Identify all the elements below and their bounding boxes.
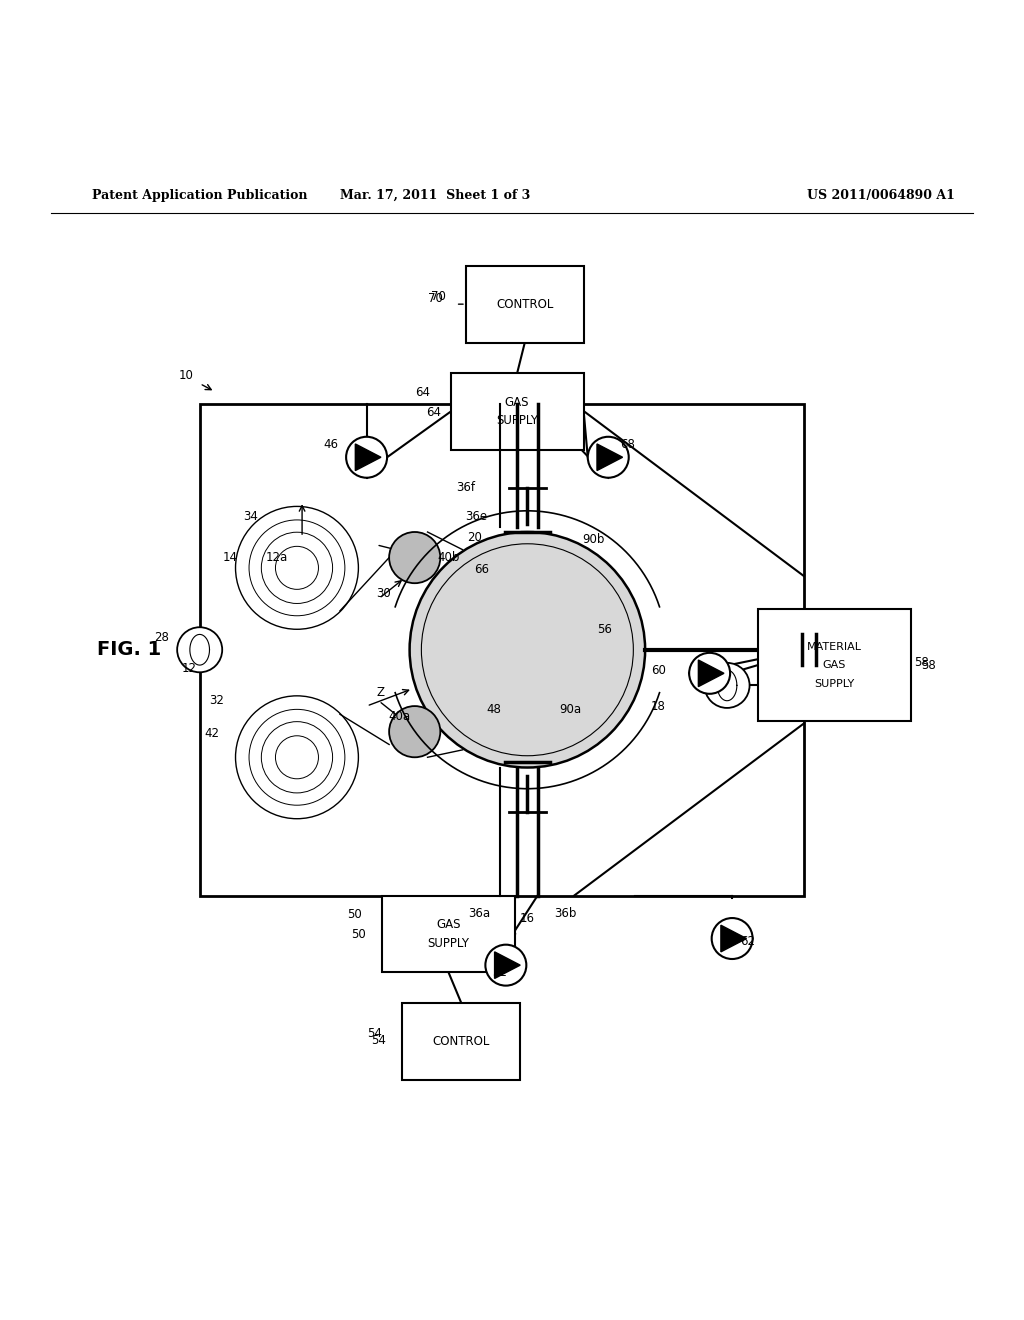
- Text: 64: 64: [415, 385, 430, 399]
- Text: 50: 50: [351, 928, 366, 941]
- Text: 62: 62: [740, 935, 755, 948]
- Text: CONTROL: CONTROL: [496, 297, 554, 310]
- Text: Mar. 17, 2011  Sheet 1 of 3: Mar. 17, 2011 Sheet 1 of 3: [340, 189, 530, 202]
- Text: 54: 54: [367, 1027, 382, 1040]
- Text: 30: 30: [377, 587, 391, 599]
- Text: 20: 20: [467, 531, 481, 544]
- Text: SUPPLY: SUPPLY: [814, 678, 855, 689]
- Circle shape: [389, 532, 440, 583]
- Text: 52: 52: [493, 966, 507, 979]
- Circle shape: [689, 653, 730, 694]
- Bar: [466, 265, 584, 343]
- Text: 40a: 40a: [388, 710, 411, 723]
- Text: 34: 34: [244, 510, 258, 523]
- Text: 10: 10: [179, 368, 194, 381]
- Text: 58: 58: [914, 656, 929, 668]
- Text: FIG. 1: FIG. 1: [97, 640, 162, 659]
- Text: MATERIAL: MATERIAL: [807, 642, 862, 652]
- Text: GAS: GAS: [505, 396, 529, 409]
- Circle shape: [346, 437, 387, 478]
- Text: 46: 46: [324, 438, 338, 451]
- Circle shape: [410, 532, 645, 767]
- Text: Z: Z: [377, 686, 385, 700]
- Text: 14: 14: [223, 552, 238, 564]
- Text: 36e: 36e: [465, 510, 487, 523]
- Text: SUPPLY: SUPPLY: [427, 937, 470, 949]
- Text: 12a: 12a: [265, 552, 288, 564]
- Circle shape: [705, 663, 750, 708]
- Circle shape: [389, 706, 440, 758]
- Text: 70: 70: [430, 290, 445, 304]
- Text: 32: 32: [210, 694, 224, 708]
- Text: SUPPLY: SUPPLY: [496, 414, 539, 428]
- Text: 36f: 36f: [457, 482, 475, 495]
- Text: 12: 12: [182, 661, 197, 675]
- Text: 50: 50: [347, 908, 361, 921]
- Text: 90b: 90b: [583, 533, 605, 545]
- Text: 64: 64: [426, 405, 440, 418]
- Text: 70: 70: [428, 292, 442, 305]
- Polygon shape: [721, 925, 746, 952]
- Text: GAS: GAS: [823, 660, 846, 671]
- Text: 40b: 40b: [437, 552, 460, 564]
- Text: 48: 48: [486, 702, 501, 715]
- Text: 68: 68: [621, 438, 635, 451]
- Polygon shape: [597, 444, 623, 470]
- Text: US 2011/0064890 A1: US 2011/0064890 A1: [807, 189, 954, 202]
- Circle shape: [712, 917, 753, 960]
- Text: 56: 56: [597, 623, 611, 636]
- Text: 54: 54: [372, 1035, 386, 1048]
- Text: Patent Application Publication: Patent Application Publication: [92, 189, 307, 202]
- Bar: [451, 374, 584, 450]
- Text: 60: 60: [651, 664, 666, 677]
- Text: 36b: 36b: [554, 907, 577, 920]
- Text: 28: 28: [155, 631, 169, 644]
- Circle shape: [588, 437, 629, 478]
- Polygon shape: [495, 952, 520, 978]
- Bar: [402, 1003, 520, 1080]
- Polygon shape: [355, 444, 381, 470]
- Text: 90a: 90a: [559, 702, 582, 715]
- Text: 42: 42: [205, 727, 219, 741]
- Text: 18: 18: [651, 700, 666, 713]
- Bar: [382, 895, 515, 973]
- Circle shape: [177, 627, 222, 672]
- Circle shape: [485, 945, 526, 986]
- Polygon shape: [698, 660, 724, 686]
- Text: 16: 16: [520, 912, 535, 924]
- Text: 66: 66: [474, 564, 488, 577]
- Text: CONTROL: CONTROL: [432, 1035, 490, 1048]
- Text: GAS: GAS: [436, 919, 461, 931]
- Text: 58: 58: [922, 659, 936, 672]
- Bar: [758, 609, 911, 722]
- Bar: [200, 404, 804, 895]
- Text: 36a: 36a: [468, 907, 490, 920]
